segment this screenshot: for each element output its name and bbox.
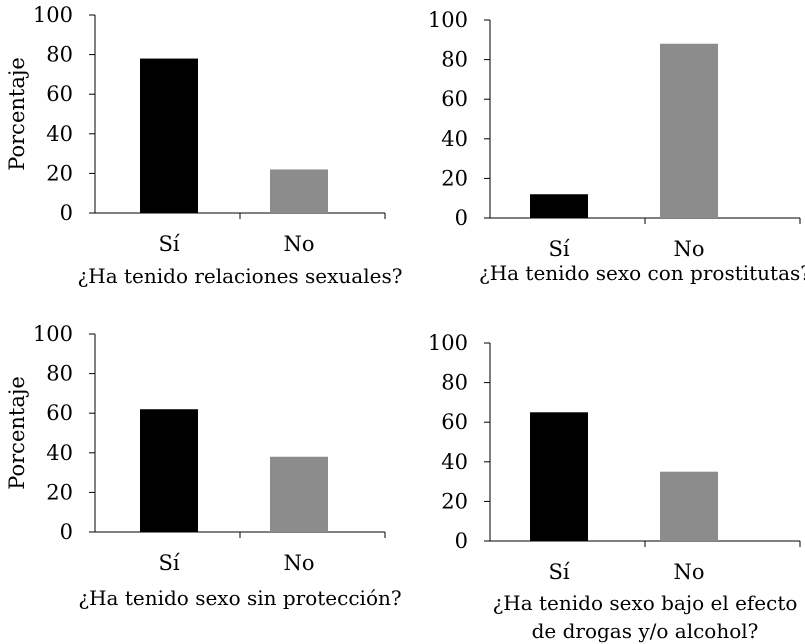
- y-tick-label: 60: [46, 401, 73, 425]
- bar-no: [660, 471, 718, 541]
- bar-no: [270, 456, 328, 532]
- y-tick-label: 20: [46, 480, 73, 504]
- x-axis-title: ¿Ha tenido sexo sin protección?: [78, 586, 401, 610]
- y-tick-label: 80: [46, 362, 73, 386]
- y-tick-label: 0: [60, 520, 73, 544]
- y-tick-label: 40: [441, 450, 468, 474]
- y-tick-label: 20: [46, 161, 73, 185]
- x-category-label: Sí: [548, 237, 569, 261]
- chart-panel-2: 0 20 40 60 80 100 Sí No¿Ha tenido sexo con pros…: [428, 8, 805, 285]
- y-tick-label: 0: [455, 206, 468, 230]
- bar-no: [660, 43, 718, 219]
- x-category-label: No: [283, 551, 314, 575]
- chart-panel-3: 0 20 40 60 80 100 Sí No Porcentaje ¿Ha tenido sex…: [5, 322, 402, 610]
- y-tick-label: 80: [46, 43, 73, 67]
- y-tick-label: 60: [46, 82, 73, 106]
- bar-s: [530, 412, 588, 541]
- y-tick-label: 80: [441, 48, 468, 72]
- x-category-label: No: [673, 560, 704, 584]
- y-tick-label: 20: [441, 166, 468, 190]
- y-tick-label: 100: [428, 331, 468, 355]
- y-axis-title: Porcentaje: [5, 376, 29, 490]
- y-axis-title: Porcentaje: [5, 57, 29, 171]
- x-category-label: No: [673, 237, 704, 261]
- chart-panel-4: 0 20 40 60 80 100 Sí No ¿Ha tenido sexo bajo el …: [428, 331, 801, 643]
- bar-s: [140, 409, 198, 532]
- x-axis-title: de drogas y/o alcohol?: [532, 619, 759, 643]
- y-tick-label: 80: [441, 371, 468, 395]
- y-tick-label: 0: [455, 529, 468, 553]
- chart-panel-1: 0 20 40 60 80 100 Sí No Porcentaje ¿Ha tenido rel…: [5, 3, 402, 288]
- y-tick-label: 40: [441, 127, 468, 151]
- y-tick-label: 60: [441, 87, 468, 111]
- y-tick-label: 100: [428, 8, 468, 32]
- y-tick-label: 100: [33, 3, 73, 27]
- x-axis-title: ¿Ha tenido sexo bajo el efecto: [493, 591, 798, 615]
- y-tick-label: 100: [33, 322, 73, 346]
- bar-no: [270, 169, 328, 213]
- x-category-label: Sí: [548, 560, 569, 584]
- y-tick-label: 60: [441, 410, 468, 434]
- x-category-label: Sí: [158, 232, 179, 256]
- y-tick-label: 40: [46, 122, 73, 146]
- x-axis-title: ¿Ha tenido relaciones sexuales?: [78, 264, 403, 288]
- bar-s: [530, 194, 588, 218]
- x-category-label: Sí: [158, 551, 179, 575]
- bar-s: [140, 58, 198, 214]
- x-category-label: No: [283, 232, 314, 256]
- y-tick-label: 20: [441, 489, 468, 513]
- x-axis-title: ¿Ha tenido sexo con prostitutas?: [479, 261, 805, 285]
- y-tick-label: 0: [60, 201, 73, 225]
- y-tick-label: 40: [46, 441, 73, 465]
